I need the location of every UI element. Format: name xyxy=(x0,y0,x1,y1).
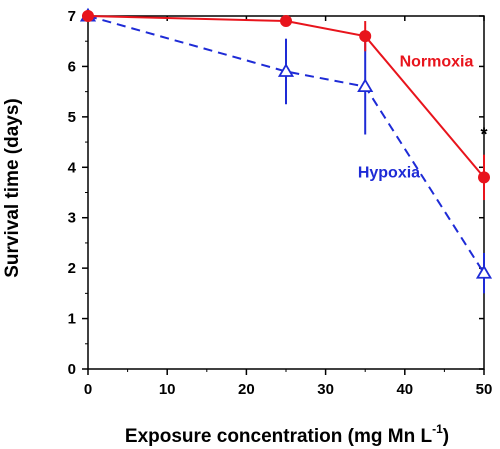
data-point xyxy=(277,63,295,77)
y-tick-label: 1 xyxy=(68,311,76,328)
series-layer: Hypoxia Normoxia * xyxy=(79,7,493,294)
y-tick-label: 4 xyxy=(68,159,77,176)
y-axis-title: Survival time (days) xyxy=(2,98,23,278)
x-axis-title: Exposure concentration (mg Mn L-1) xyxy=(125,422,449,447)
data-point xyxy=(357,78,374,93)
series-line-hypoxia xyxy=(87,15,485,274)
series-label-normoxia: Normoxia xyxy=(400,53,474,70)
x-axis-title-sup: -1 xyxy=(432,422,443,436)
data-point xyxy=(82,10,94,22)
y-tick-label: 0 xyxy=(68,361,76,378)
data-point xyxy=(359,30,372,43)
x-tick-label: 0 xyxy=(84,381,92,398)
y-tick-label: 7 xyxy=(68,8,76,25)
data-point xyxy=(478,171,490,184)
series-line-normoxia xyxy=(87,15,485,179)
data-point xyxy=(475,264,493,279)
y-tick-label: 6 xyxy=(68,58,76,75)
y-tick-label: 2 xyxy=(68,260,76,277)
x-tick-label: 40 xyxy=(396,381,413,398)
series-normoxia: Normoxia xyxy=(82,10,490,201)
x-tick-label: 50 xyxy=(476,381,493,398)
x-tick-label: 20 xyxy=(238,381,255,398)
y-tick-label: 5 xyxy=(68,109,76,126)
series-label-hypoxia: Hypoxia xyxy=(358,164,420,181)
data-point xyxy=(280,15,292,28)
x-axis-title-main: Exposure concentration (mg Mn L xyxy=(125,426,433,447)
significance-marker: * xyxy=(480,125,487,145)
x-tick-label: 10 xyxy=(159,381,176,398)
y-tick-label: 3 xyxy=(68,210,76,227)
x-tick-label: 30 xyxy=(317,381,334,398)
series-hypoxia: Hypoxia xyxy=(79,7,493,294)
x-axis-title-end: ) xyxy=(443,426,449,447)
